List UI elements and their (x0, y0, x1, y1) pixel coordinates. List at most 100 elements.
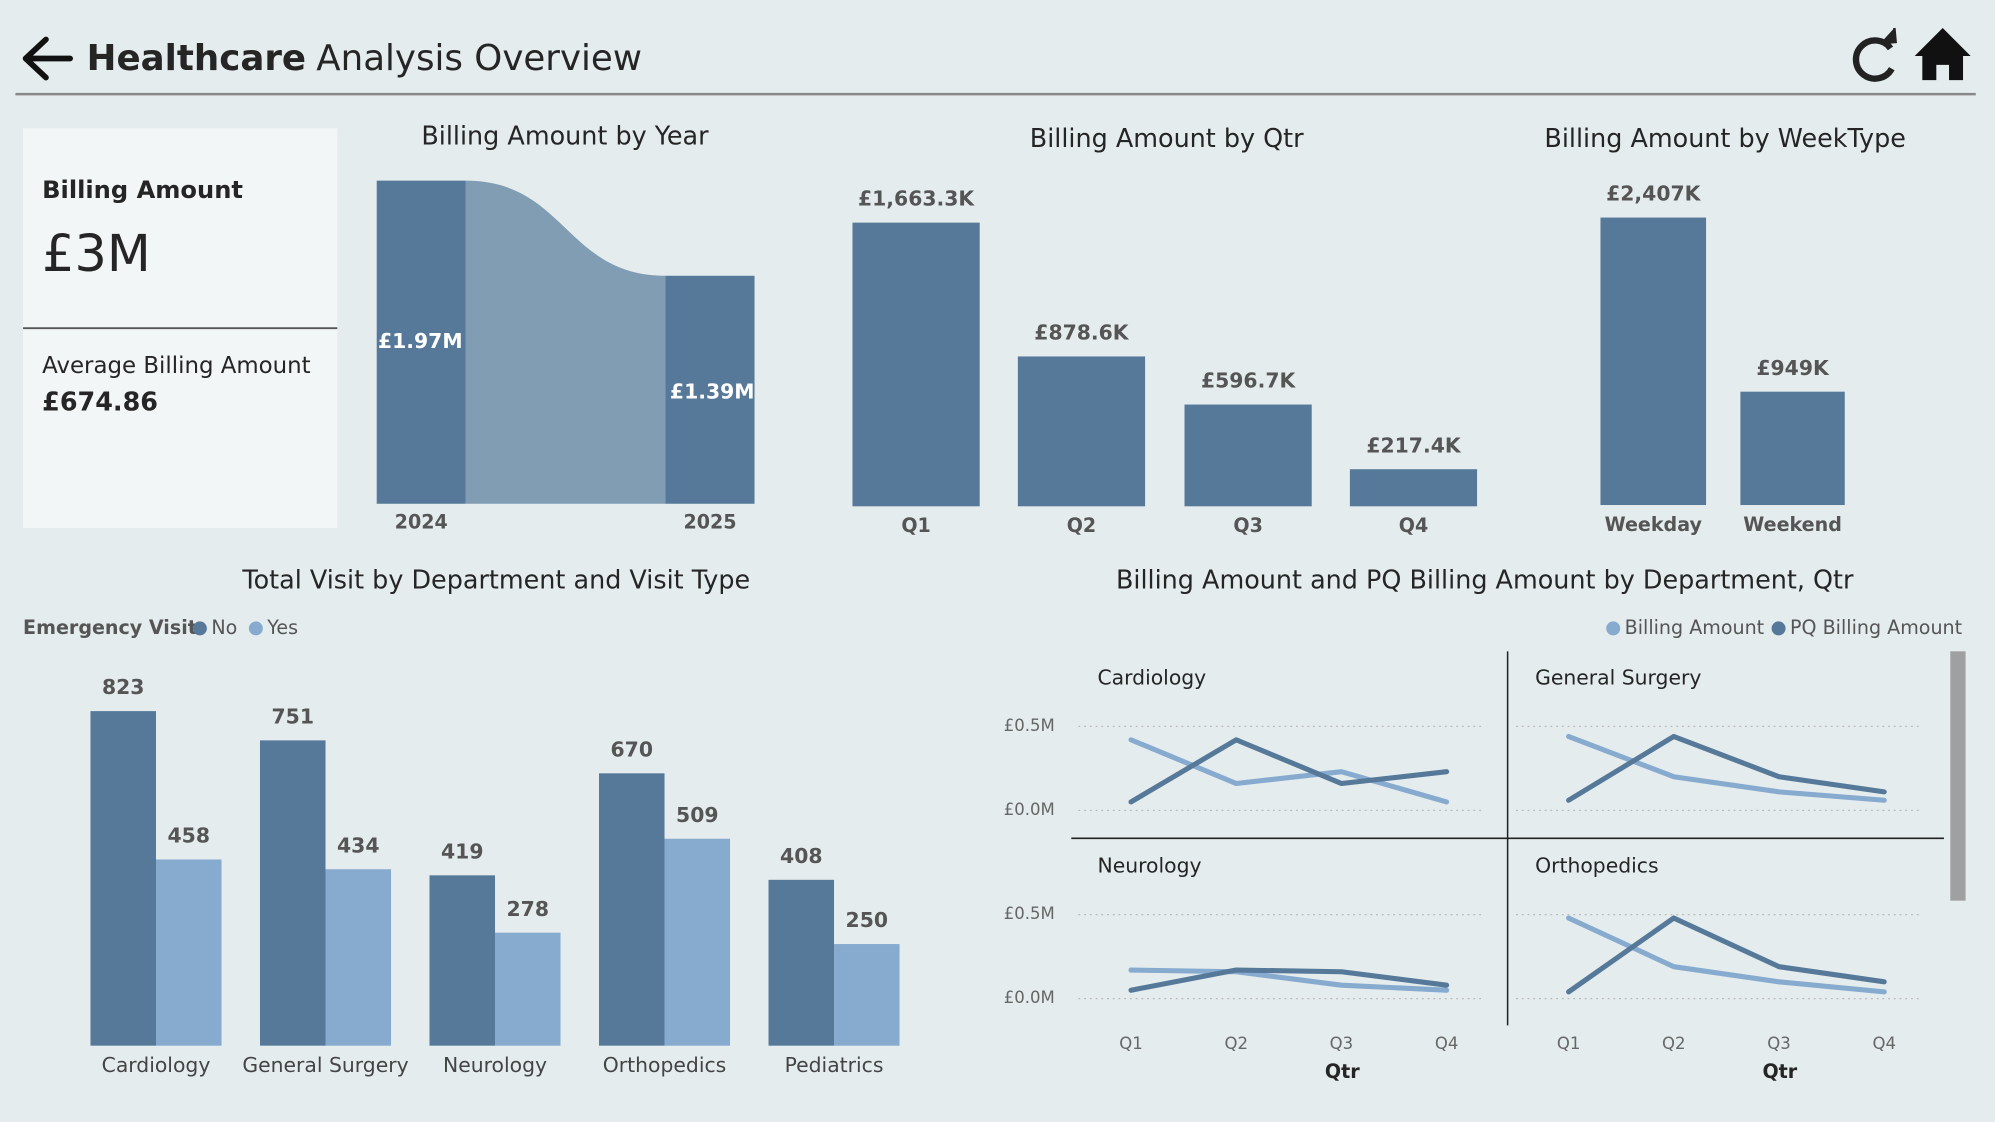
x-tick-label: 2025 (683, 511, 736, 533)
home-button[interactable] (1914, 27, 1971, 81)
chart-title: Billing Amount and PQ Billing Amount by … (1116, 564, 1854, 594)
data-label: £1,663.3K (858, 187, 975, 211)
bar (1740, 391, 1845, 506)
data-label: £1.97M (378, 329, 463, 353)
bar (90, 711, 156, 1046)
x-tick-label: Q1 (1119, 1034, 1143, 1053)
ribbon (465, 180, 666, 504)
legend-swatch (1606, 621, 1621, 636)
bar (429, 875, 496, 1046)
bar (1017, 356, 1146, 507)
data-label: 434 (337, 833, 379, 857)
data-label: £217.4K (1366, 433, 1462, 457)
x-axis-label: Qtr (1762, 1061, 1797, 1083)
bar (1184, 404, 1312, 507)
data-label: 458 (168, 824, 210, 848)
x-tick-label: Q4 (1435, 1034, 1459, 1053)
refresh-button[interactable] (1852, 27, 1897, 82)
data-label: 278 (507, 897, 549, 921)
kpi-label: Billing Amount (42, 176, 243, 204)
x-tick-label: Q4 (1399, 515, 1429, 537)
line-series (1566, 733, 1887, 803)
title-rest: Analysis Overview (316, 38, 642, 79)
x-tick-label: Q3 (1233, 515, 1263, 537)
x-axis-label: Qtr (1325, 1061, 1360, 1083)
bar (1600, 217, 1707, 506)
x-tick-label: Q4 (1872, 1034, 1896, 1053)
data-label: £596.7K (1201, 369, 1297, 393)
panel-title: General Surgery (1535, 665, 1701, 689)
line-series (1128, 967, 1450, 993)
data-label: £949K (1756, 356, 1830, 380)
data-label: £2,407K (1606, 182, 1702, 206)
kpi-value: £3M (42, 224, 151, 283)
data-label: £878.6K (1034, 321, 1130, 345)
chart-title: Billing Amount by WeekType (1544, 123, 1906, 153)
panel-title: Neurology (1097, 854, 1201, 878)
bar (852, 222, 980, 507)
data-label: 751 (272, 704, 314, 728)
x-tick-label: Q2 (1224, 1034, 1248, 1053)
x-tick-label: Q2 (1662, 1034, 1686, 1053)
legend-title: Emergency Visit (23, 617, 197, 639)
x-tick-label: Pediatrics (785, 1053, 884, 1077)
chart-title: Billing Amount by Qtr (1030, 123, 1304, 153)
line-series (1128, 737, 1450, 805)
line-series (1566, 915, 1887, 995)
bar (259, 740, 326, 1046)
x-tick-label: General Surgery (242, 1053, 408, 1077)
x-tick-label: Q2 (1067, 515, 1097, 537)
data-label: 509 (676, 803, 718, 827)
chart-title: Total Visit by Department and Visit Type (241, 564, 750, 594)
bar (665, 275, 755, 504)
x-tick-label: Weekend (1743, 514, 1842, 536)
data-label: 419 (441, 839, 483, 863)
bar (834, 944, 900, 1046)
bar (1349, 469, 1478, 507)
x-tick-label: Weekday (1605, 514, 1703, 536)
x-tick-label: Cardiology (102, 1053, 211, 1077)
bar (156, 859, 222, 1046)
data-label: £1.39M (670, 379, 755, 403)
title-bold: Healthcare (87, 38, 306, 79)
legend-label: Yes (266, 617, 298, 639)
legend-label: PQ Billing Amount (1790, 617, 1963, 639)
bar (495, 932, 561, 1046)
y-tick-label: £0.0M (1004, 800, 1055, 819)
y-tick-label: £0.0M (1004, 988, 1055, 1007)
panel-title: Cardiology (1097, 665, 1206, 689)
bar (768, 879, 835, 1046)
y-tick-label: £0.5M (1004, 716, 1055, 735)
line-series (1566, 733, 1887, 803)
bar (599, 773, 665, 1046)
bar (376, 180, 466, 504)
y-tick-label: £0.5M (1004, 904, 1055, 923)
bar (664, 838, 731, 1046)
bar (325, 869, 392, 1046)
line-series (1128, 737, 1450, 805)
x-tick-label: Neurology (443, 1053, 547, 1077)
chart-title: Billing Amount by Year (421, 120, 709, 150)
line-series (1128, 967, 1450, 993)
x-tick-label: Q3 (1330, 1034, 1354, 1053)
data-label: 670 (611, 737, 653, 761)
data-label: 408 (780, 844, 822, 868)
data-label: 823 (102, 675, 144, 699)
line-series (1566, 915, 1887, 995)
kpi-avg-label: Average Billing Amount (42, 353, 311, 379)
scrollbar[interactable] (1950, 651, 1966, 901)
legend-swatch (192, 621, 207, 636)
data-label: 250 (846, 908, 888, 932)
x-tick-label: Q1 (1557, 1034, 1581, 1053)
page-title: Healthcare Analysis Overview (87, 38, 642, 79)
legend-swatch (248, 621, 263, 636)
back-button[interactable] (22, 36, 73, 81)
x-tick-label: Q3 (1767, 1034, 1791, 1053)
x-tick-label: Q1 (901, 515, 931, 537)
panel-title: Orthopedics (1535, 854, 1658, 878)
legend-swatch (1771, 621, 1786, 636)
legend-label: Billing Amount (1625, 617, 1765, 639)
x-tick-label: 2024 (395, 511, 448, 533)
kpi-avg-value: £674.86 (42, 386, 158, 416)
